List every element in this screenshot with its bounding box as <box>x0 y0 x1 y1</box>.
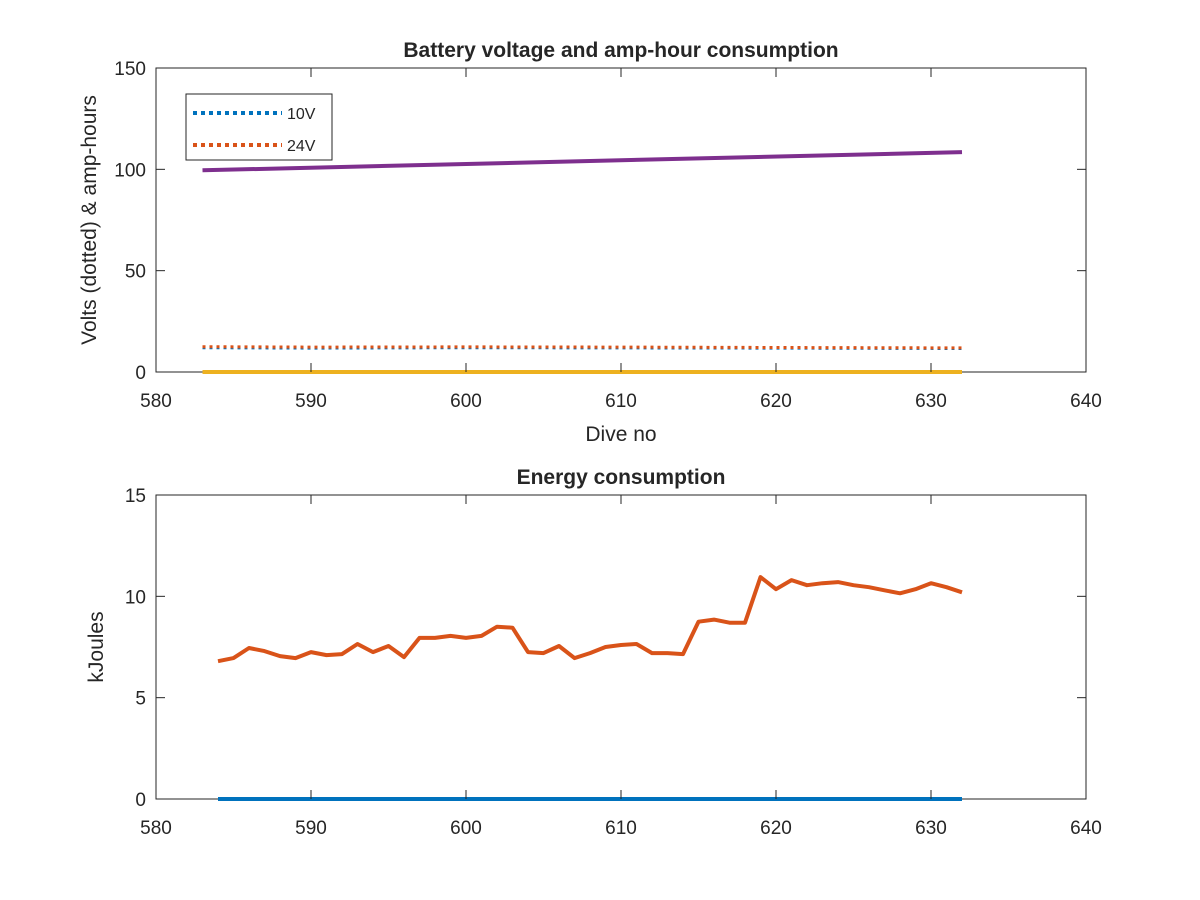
voltage-series-line-2 <box>202 150 963 173</box>
energy-tick-layer: 580 590 600 610 620 630 640 0 5 10 15 <box>125 486 1102 839</box>
voltage-y-axis-label: Volts (dotted) & amp-hours <box>78 95 101 345</box>
energy-series-layer <box>217 575 963 801</box>
energy-y-tick-label: 10 <box>125 587 146 608</box>
voltage-y-tick-label: 50 <box>125 262 146 283</box>
energy-y-tick-label: 15 <box>125 486 146 507</box>
energy-chart-title: Energy consumption <box>517 466 726 489</box>
voltage-series-layer <box>202 150 963 374</box>
legend-box <box>185 93 333 161</box>
voltage-axes: 580 590 600 610 620 630 640 0 50 100 150 Battery v… <box>78 39 1102 446</box>
energy-x-tick-label: 630 <box>915 818 947 839</box>
energy-x-tick-label: 600 <box>450 818 482 839</box>
voltage-tick-layer: 580 590 600 610 620 630 640 0 50 100 150 <box>114 59 1102 412</box>
voltage-y-tick-label: 100 <box>114 160 146 181</box>
energy-y-tick-label: 0 <box>135 790 146 811</box>
voltage-x-tick-label: 580 <box>140 391 172 412</box>
voltage-legend: 10V 24V <box>185 93 333 161</box>
voltage-x-tick-label: 630 <box>915 391 947 412</box>
energy-x-tick-label: 610 <box>605 818 637 839</box>
voltage-x-axis-label: Dive no <box>585 423 656 446</box>
legend-10v-label: 10V <box>287 106 316 123</box>
energy-axes: 580 590 600 610 620 630 640 0 5 10 15 Energy consu… <box>85 466 1102 839</box>
voltage-x-tick-label: 620 <box>760 391 792 412</box>
energy-x-tick-label: 580 <box>140 818 172 839</box>
energy-series-line-1 <box>217 575 963 664</box>
voltage-series-line-24v <box>202 345 963 350</box>
energy-y-axis-label: kJoules <box>85 611 108 682</box>
voltage-x-tick-label: 610 <box>605 391 637 412</box>
voltage-y-tick-label: 0 <box>135 363 146 384</box>
energy-x-tick-label: 640 <box>1070 818 1102 839</box>
energy-x-tick-label: 590 <box>295 818 327 839</box>
voltage-chart-title: Battery voltage and amp-hour consumption <box>403 39 838 62</box>
energy-x-tick-label: 620 <box>760 818 792 839</box>
voltage-x-tick-label: 590 <box>295 391 327 412</box>
voltage-y-tick-label: 150 <box>114 59 146 80</box>
voltage-x-tick-label: 600 <box>450 391 482 412</box>
energy-y-tick-label: 5 <box>135 689 146 710</box>
legend-24v-label: 24V <box>287 138 316 155</box>
voltage-x-tick-label: 640 <box>1070 391 1102 412</box>
